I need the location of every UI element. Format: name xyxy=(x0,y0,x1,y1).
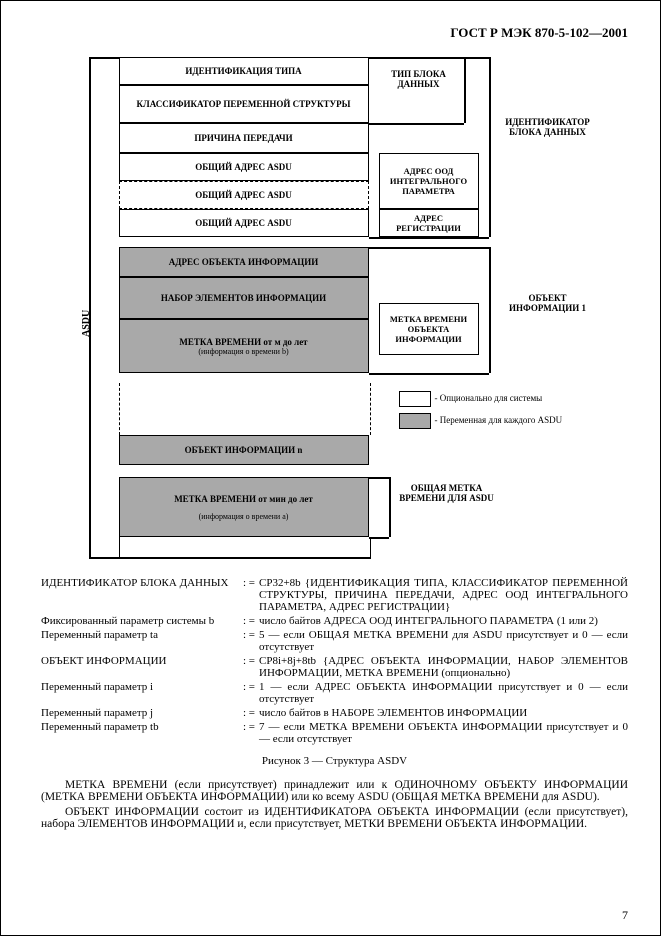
def-desc: число байтов в НАБОРЕ ЭЛЕМЕНТОВ ИНФОРМАЦ… xyxy=(259,707,628,719)
lbl-ood-addr: АДРЕС ООД ИНТЕГРАЛЬНОГО ПАРАМЕТРА xyxy=(379,153,479,209)
blk-obj-n: ОБЪЕКТ ИНФОРМАЦИИ n xyxy=(119,435,369,465)
t6 xyxy=(369,373,489,375)
asdu-side-label: ASDU xyxy=(81,310,92,337)
blk-addr3: ОБЩИЙ АДРЕС ASDU xyxy=(119,209,369,237)
def-desc: 7 — если МЕТКА ВРЕМЕНИ ОБЪЕКТА ИНФОРМАЦИ… xyxy=(259,721,628,745)
blk-obj-addr: АДРЕС ОБЪЕКТА ИНФОРМАЦИИ xyxy=(119,247,369,277)
page-number: 7 xyxy=(622,908,628,923)
blk-time-a-sub: (информация о времени a) xyxy=(199,512,289,521)
asdu-tick-top xyxy=(89,57,119,59)
bottom-open xyxy=(119,537,371,559)
figure-asdu: ASDU ИДЕНТИФИКАЦИЯ ТИПА КЛАССИФИКАТОР ПЕ… xyxy=(59,47,611,567)
lbl-common-time: ОБЩАЯ МЕТКА ВРЕМЕНИ ДЛЯ ASDU xyxy=(397,483,497,503)
legend-variable: - Переменная для каждого ASDU xyxy=(399,413,563,429)
def-desc: CP32+8b {ИДЕНТИФИКАЦИЯ ТИПА, КЛАССИФИКАТ… xyxy=(259,577,628,613)
brace-ct xyxy=(389,477,391,537)
legend-optional-text: - Опционально для системы xyxy=(435,393,543,403)
blk-time-b-sub: (информация о времени b) xyxy=(198,347,288,356)
definitions: ИДЕНТИФИКАТОР БЛОКА ДАННЫХ: =CP32+8b {ИД… xyxy=(41,577,628,745)
blk-time-b: МЕТКА ВРЕМЕНИ от м до лет (информация о … xyxy=(119,319,369,373)
t7 xyxy=(369,477,389,479)
blk-classifier: КЛАССИФИКАТОР ПЕРЕМЕННОЙ СТРУКТУРЫ xyxy=(119,85,369,123)
blk-cause: ПРИЧИНА ПЕРЕДАЧИ xyxy=(119,123,369,153)
def-term: ИДЕНТИФИКАТОР БЛОКА ДАННЫХ xyxy=(41,577,243,613)
brace-typeblock xyxy=(464,57,466,123)
def-term: Переменный параметр ta xyxy=(41,629,243,653)
para: МЕТКА ВРЕМЕНИ (если присутствует) принад… xyxy=(41,779,628,803)
brace-obj1 xyxy=(489,247,491,373)
t1 xyxy=(369,57,464,59)
def-desc: CP8i+8j+8tb {АДРЕС ОБЪЕКТА ИНФОРМАЦИИ, Н… xyxy=(259,655,628,679)
blk-time-a-title: МЕТКА ВРЕМЕНИ от мин до лет xyxy=(174,494,313,504)
page: ГОСТ Р МЭК 870-5-102—2001 ASDU ИДЕНТИФИК… xyxy=(0,0,661,936)
figure-caption: Рисунок 3 — Структура ASDV xyxy=(41,755,628,767)
blk-time-a: МЕТКА ВРЕМЕНИ от мин до лет (информация … xyxy=(119,477,369,537)
lbl-typeblock: ТИП БЛОКА ДАННЫХ xyxy=(379,69,459,89)
def-desc: число байтов АДРЕСА ООД ИНТЕГРАЛЬНОГО ПА… xyxy=(259,615,628,627)
brace-idblock xyxy=(489,57,491,237)
lbl-obj-time: МЕТКА ВРЕМЕНИ ОБЪЕКТА ИНФОРМАЦИИ xyxy=(379,303,479,355)
t8 xyxy=(369,537,389,539)
blk-time-b-title: МЕТКА ВРЕМЕНИ от м до лет xyxy=(179,337,307,347)
blk-addr2: ОБЩИЙ АДРЕС ASDU xyxy=(119,181,369,209)
lbl-obj1: ОБЪЕКТ ИНФОРМАЦИИ 1 xyxy=(493,293,603,313)
legend-optional: - Опционально для системы xyxy=(399,391,543,407)
t5 xyxy=(369,247,489,249)
blk-addr1: ОБЩИЙ АДРЕС ASDU xyxy=(119,153,369,181)
def-term: ОБЪЕКТ ИНФОРМАЦИИ xyxy=(41,655,243,679)
asdu-line xyxy=(89,57,91,557)
t4 xyxy=(369,237,489,239)
def-desc: 5 — если ОБЩАЯ МЕТКА ВРЕМЕНИ для ASDU пр… xyxy=(259,629,628,653)
def-term: Переменный параметр i xyxy=(41,681,243,705)
blk-type-id: ИДЕНТИФИКАЦИЯ ТИПА xyxy=(119,57,369,85)
def-desc: 1 — если АДРЕС ОБЪЕКТА ИНФОРМАЦИИ присут… xyxy=(259,681,628,705)
lbl-id-block: ИДЕНТИФИКАТОР БЛОКА ДАННЫХ xyxy=(493,117,603,137)
asdu-tick-bot xyxy=(89,557,119,559)
def-term: Фиксированный параметр системы b xyxy=(41,615,243,627)
def-term: Переменный параметр j xyxy=(41,707,243,719)
def-term: Переменный параметр tb xyxy=(41,721,243,745)
body-text: МЕТКА ВРЕМЕНИ (если присутствует) принад… xyxy=(41,779,628,830)
blk-elem-set: НАБОР ЭЛЕМЕНТОВ ИНФОРМАЦИИ xyxy=(119,277,369,319)
spacer-dash xyxy=(119,383,371,435)
t2 xyxy=(369,123,464,125)
t3 xyxy=(464,57,489,59)
lbl-reg-addr: АДРЕС РЕГИСТРАЦИИ xyxy=(379,209,479,237)
doc-header: ГОСТ Р МЭК 870-5-102—2001 xyxy=(41,25,628,41)
para: ОБЪЕКТ ИНФОРМАЦИИ состоит из ИДЕНТИФИКАТ… xyxy=(41,806,628,830)
legend-variable-text: - Переменная для каждого ASDU xyxy=(435,415,563,425)
